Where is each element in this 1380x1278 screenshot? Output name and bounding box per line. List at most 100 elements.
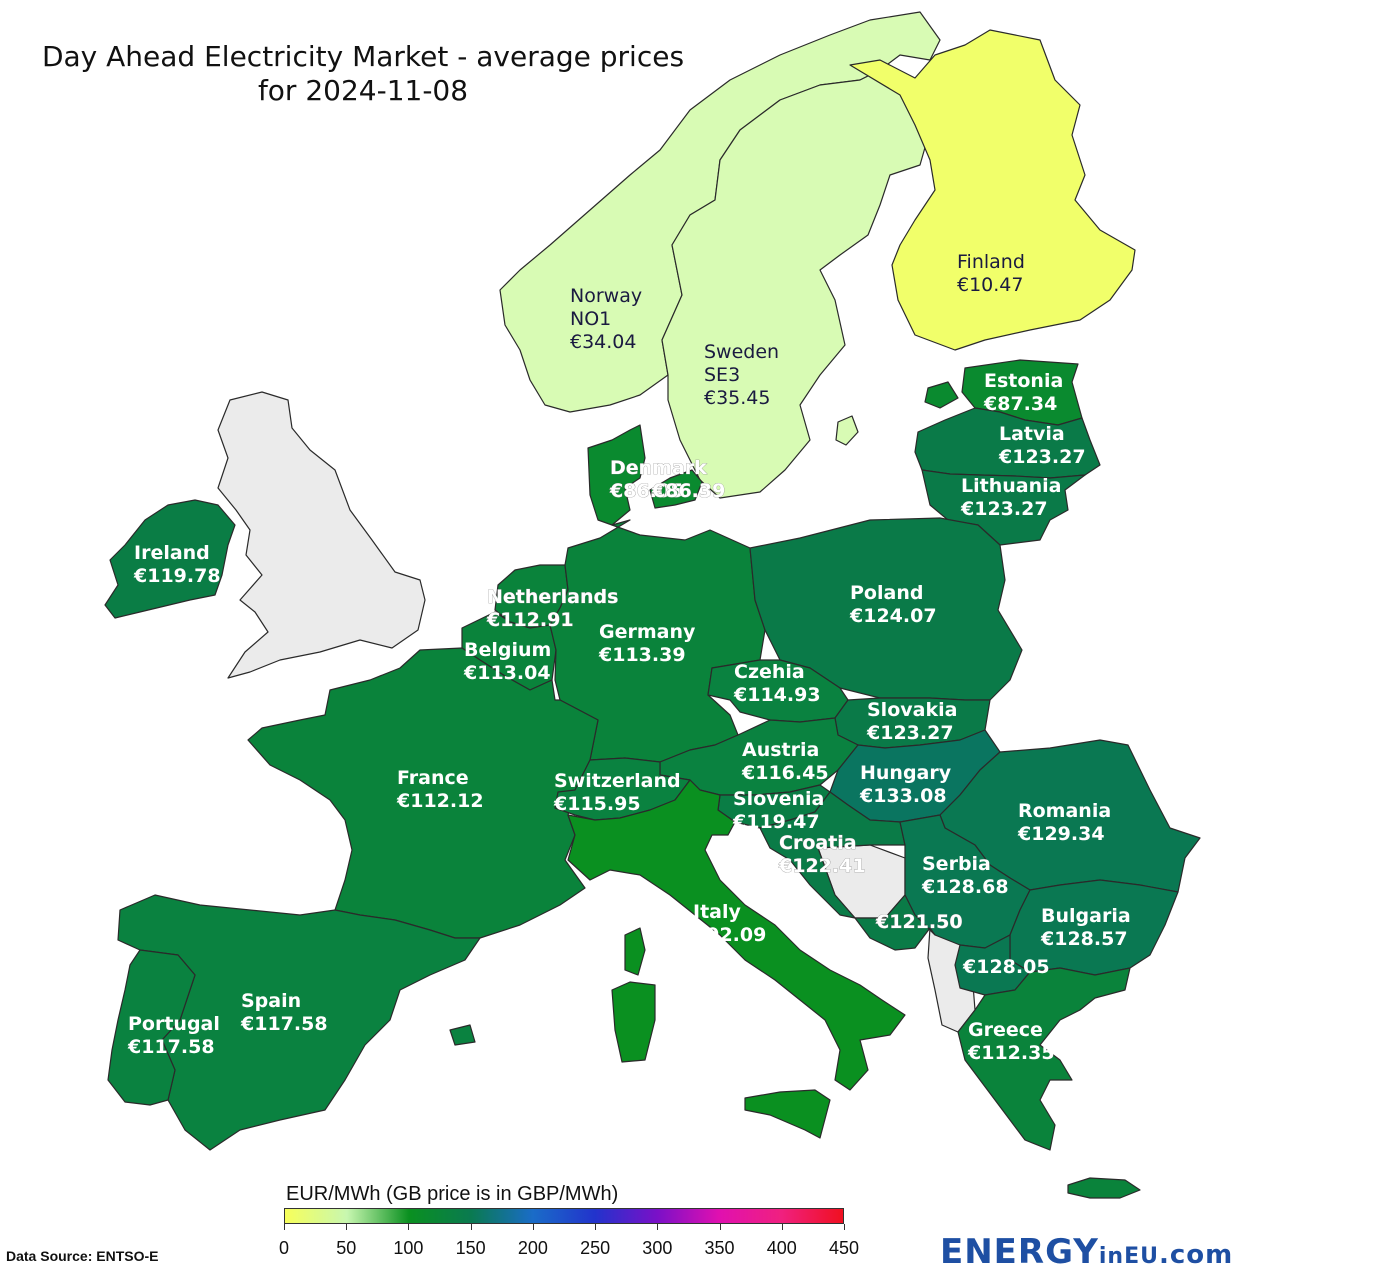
label-bulgaria: Bulgaria €128.57 xyxy=(1040,905,1131,950)
label-czechia-name: Czehia xyxy=(734,661,805,683)
label-montenegro: €121.50 xyxy=(875,911,963,933)
label-france-name: France xyxy=(397,767,469,789)
label-serbia-price: €128.68 xyxy=(921,876,1009,898)
region-gotland xyxy=(835,415,859,446)
label-romania: Romania €129.34 xyxy=(1017,800,1111,845)
label-lithuania: Lithuania €123.27 xyxy=(960,475,1061,520)
legend-tick xyxy=(844,1224,845,1230)
label-norway: Norway NO1 €34.04 xyxy=(570,285,642,353)
label-slovenia-name: Slovenia xyxy=(733,788,824,810)
label-switzerland-price: €115.95 xyxy=(553,793,641,815)
title-line-2: for 2024-11-08 xyxy=(257,74,469,107)
legend-tick-label: 100 xyxy=(393,1238,424,1258)
region-croatia xyxy=(759,791,906,919)
label-denmark-price2: €86.39 xyxy=(651,480,725,502)
label-greece-price: €112.35 xyxy=(967,1042,1055,1064)
label-spain: Spain €117.58 xyxy=(240,990,328,1035)
label-switzerland-name: Switzerland xyxy=(554,770,681,792)
label-hungary-name: Hungary xyxy=(860,762,952,784)
region-germany xyxy=(549,519,766,763)
legend-tick-label: 0 xyxy=(278,1238,290,1258)
legend-tick xyxy=(657,1224,659,1230)
label-finland-name: Finland xyxy=(957,251,1025,273)
label-portugal: Portugal €117.58 xyxy=(127,1013,220,1058)
region-portugal xyxy=(107,949,196,1106)
label-poland-price: €124.07 xyxy=(849,605,937,627)
label-germany-name: Germany xyxy=(599,621,696,643)
label-serbia: Serbia €128.68 xyxy=(921,853,1009,898)
legend-tick xyxy=(284,1224,285,1230)
label-spain-price: €117.58 xyxy=(240,1013,328,1035)
legend-tick xyxy=(408,1224,410,1230)
region-ireland xyxy=(104,499,236,619)
label-sweden-sub: SE3 xyxy=(704,364,740,386)
label-ireland-name: Ireland xyxy=(134,542,210,564)
map-title: Day Ahead Electricity Market - average p… xyxy=(28,40,698,108)
label-spain-name: Spain xyxy=(241,990,301,1012)
label-ireland: Ireland €119.78 xyxy=(133,542,221,587)
label-czechia: Czehia €114.93 xyxy=(733,661,821,706)
region-greece xyxy=(957,967,1131,1151)
region-uk xyxy=(217,391,426,679)
region-italy xyxy=(567,779,906,1091)
region-crete xyxy=(1067,1177,1141,1199)
label-norway-price: €34.04 xyxy=(570,331,636,353)
label-sweden-price: €35.45 xyxy=(704,387,770,409)
label-denmark-name: Denmark xyxy=(610,457,707,479)
label-slovakia-name: Slovakia xyxy=(867,699,957,721)
region-saaremaa xyxy=(924,381,959,409)
region-sweden xyxy=(661,69,931,499)
label-sweden: Sweden SE3 €35.45 xyxy=(704,341,779,409)
label-austria-name: Austria xyxy=(742,739,819,761)
legend-title: EUR/MWh (GB price is in GBP/MWh) xyxy=(286,1183,619,1205)
label-north-macedonia: €128.05 xyxy=(962,956,1050,978)
legend-tick-label: 200 xyxy=(517,1238,548,1258)
legend-tick-label: 250 xyxy=(580,1238,611,1258)
region-balearic xyxy=(449,1024,476,1046)
label-netherlands-name: Netherlands xyxy=(487,586,618,608)
label-norway-name: Norway xyxy=(570,285,642,307)
label-greece-name: Greece xyxy=(968,1019,1043,1041)
label-lithuania-name: Lithuania xyxy=(961,475,1061,497)
label-romania-name: Romania xyxy=(1018,800,1111,822)
label-denmark: Denmark €86.05 xyxy=(609,457,707,502)
label-bulgaria-price: €128.57 xyxy=(1040,928,1128,950)
label-latvia: Latvia €123.27 xyxy=(998,423,1086,468)
label-estonia: Estonia €87.34 xyxy=(983,370,1063,415)
region-montenegro xyxy=(854,894,936,951)
label-italy: Italy €92.09 xyxy=(692,901,766,946)
label-slovenia-price: €119.47 xyxy=(732,811,820,833)
label-france: France €112.12 xyxy=(396,767,484,812)
region-corsica xyxy=(624,927,646,976)
legend-tick xyxy=(781,1224,783,1230)
legend-tick xyxy=(532,1224,534,1230)
label-germany: Germany €113.39 xyxy=(598,621,696,666)
label-romania-price: €129.34 xyxy=(1017,823,1105,845)
legend-tick-label: 50 xyxy=(336,1238,357,1258)
label-latvia-name: Latvia xyxy=(999,423,1065,445)
label-slovakia: Slovakia €123.27 xyxy=(866,699,957,744)
region-denmark-islands xyxy=(649,469,703,509)
label-serbia-name: Serbia xyxy=(922,853,991,875)
label-hungary-price: €133.08 xyxy=(859,785,947,807)
region-sardinia xyxy=(611,981,656,1063)
legend-tick-label: 350 xyxy=(704,1238,735,1258)
legend-tick xyxy=(346,1224,348,1230)
legend-tick xyxy=(595,1224,597,1230)
color-scale-ticks xyxy=(284,1224,845,1234)
region-finland xyxy=(849,29,1136,351)
label-latvia-price: €123.27 xyxy=(998,446,1086,468)
label-north-macedonia-price: €128.05 xyxy=(962,956,1050,978)
label-belgium-name: Belgium xyxy=(464,639,551,661)
label-croatia-price: €122.41 xyxy=(778,855,866,877)
label-austria-price: €116.45 xyxy=(741,762,829,784)
label-croatia: Croatia €122.41 xyxy=(778,832,866,877)
label-finland-price: €10.47 xyxy=(957,274,1023,296)
label-lithuania-price: €123.27 xyxy=(960,498,1048,520)
label-poland: Poland €124.07 xyxy=(849,582,937,627)
label-italy-name: Italy xyxy=(693,901,741,923)
label-portugal-name: Portugal xyxy=(128,1013,220,1035)
label-slovakia-price: €123.27 xyxy=(866,722,954,744)
label-hungary: Hungary €133.08 xyxy=(859,762,952,807)
